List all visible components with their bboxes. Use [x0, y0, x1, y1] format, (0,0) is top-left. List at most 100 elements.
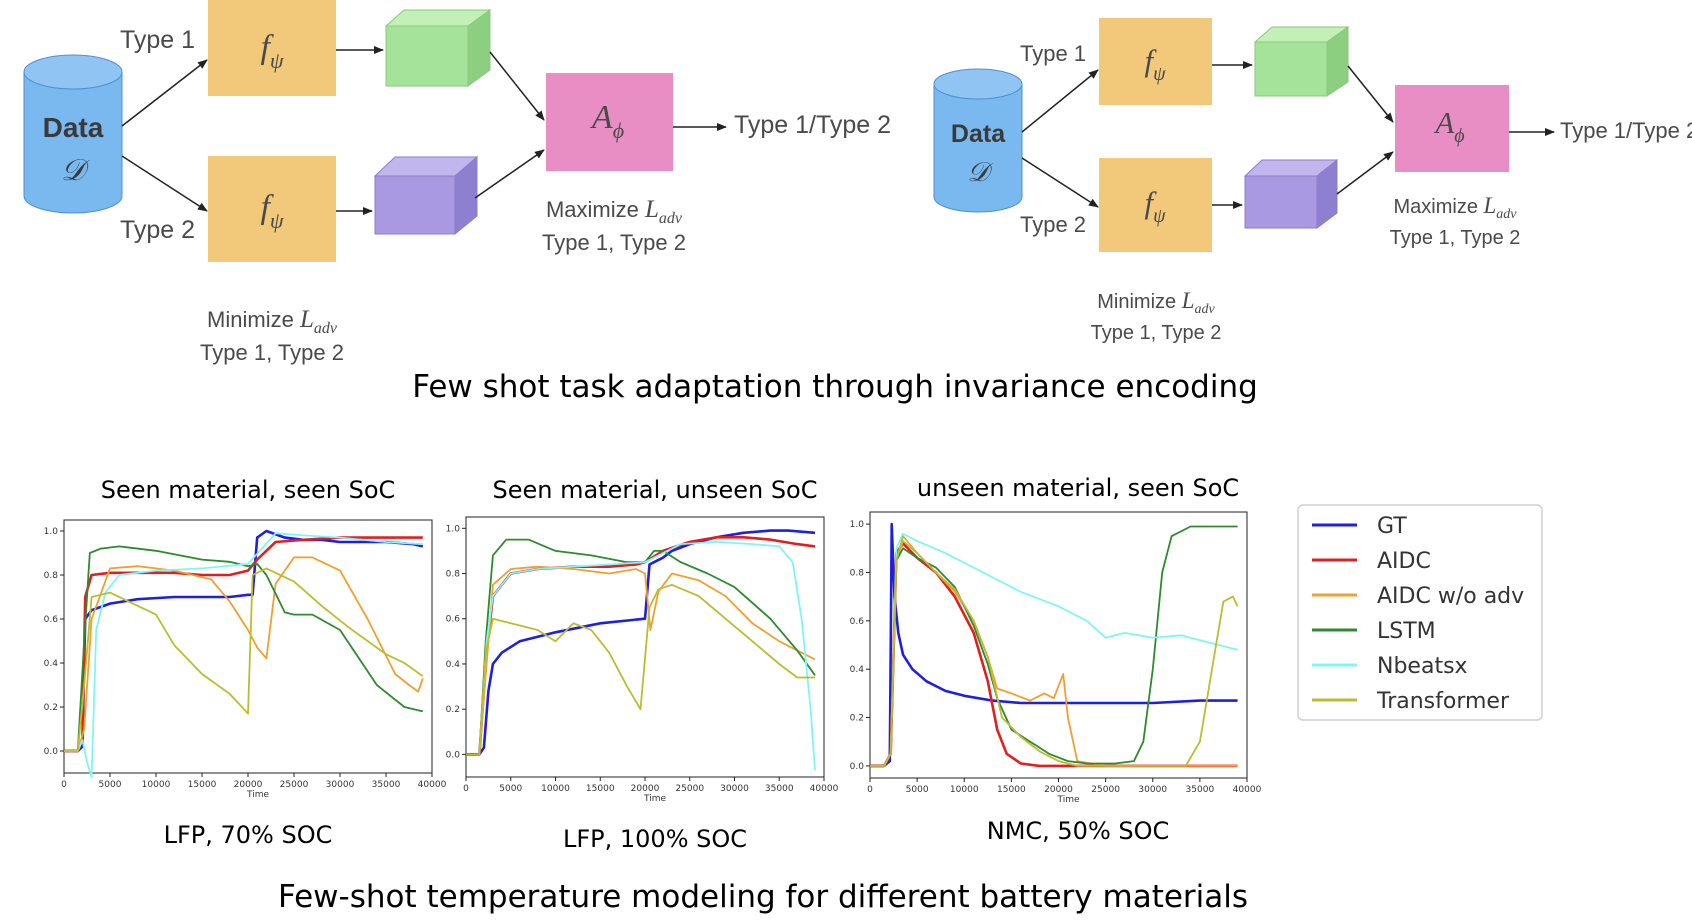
maximize-types: Type 1, Type 2: [1390, 227, 1521, 249]
y-tick-label: 0.4: [44, 659, 59, 669]
series-line-gt: [870, 522, 1238, 768]
arrow-feature1-to-adversary: [1347, 65, 1394, 123]
caption-bottom: Few-shot temperature modeling for differ…: [278, 879, 1248, 915]
y-tick-label: 0.6: [44, 615, 59, 625]
legend-label: Nbeatsx: [1377, 654, 1468, 679]
x-tick-label: 5000: [99, 780, 122, 790]
loss-symbol: L: [1483, 193, 1497, 218]
x-tick-label: 25000: [280, 780, 309, 790]
y-tick-label: 0.2: [850, 714, 864, 724]
data-cylinder: Data 𝒟: [23, 54, 123, 214]
x-tick-label: 30000: [720, 784, 749, 794]
series-line-lstm: [870, 525, 1238, 767]
x-tick-label: 10000: [142, 780, 171, 790]
svg-text:Aϕ: Aϕ: [590, 99, 624, 143]
x-tick-label: 0: [61, 780, 67, 790]
x-tick-label: 20000: [234, 780, 263, 790]
arrow-feature2-to-adversary: [1336, 151, 1394, 195]
x-tick-label: 0: [463, 784, 469, 794]
x-tick-label: 0: [867, 785, 873, 795]
x-tick-label: 5000: [499, 784, 522, 794]
plot-area: [63, 519, 433, 774]
data-cylinder: Data 𝒟: [933, 68, 1023, 213]
y-tick-label: 0.0: [446, 750, 461, 760]
feature-cube-1: [384, 9, 492, 87]
series-line-aidc-w-o-adv: [466, 565, 816, 756]
diagram-right: Data 𝒟 Type 1 Type 2 fψ fψ: [933, 18, 1692, 344]
minimize-label: Minimize: [207, 307, 300, 332]
series-line-nbeatsx: [466, 541, 816, 771]
x-tick-label: 15000: [188, 780, 217, 790]
maximize-types: Type 1, Type 2: [542, 230, 686, 255]
arrow-feature1-to-adversary: [489, 51, 545, 121]
minimize-types: Type 1, Type 2: [1091, 322, 1222, 344]
adversary-subscript: ϕ: [613, 118, 624, 143]
x-tick-label: 35000: [372, 780, 401, 790]
arrow-data-to-encoder1: [1021, 69, 1099, 133]
legend-label: LSTM: [1377, 619, 1436, 644]
chart-1: Seen material, seen SoC LFP, 70% SOC 0 5000…: [44, 476, 447, 849]
x-tick-label: 20000: [631, 784, 660, 794]
x-tick-label: 10000: [541, 784, 570, 794]
type1-label: Type 1: [1020, 41, 1086, 66]
y-tick-label: 0.0: [850, 762, 865, 772]
x-tick-label: 15000: [586, 784, 615, 794]
legend-label: AIDC: [1377, 549, 1431, 574]
series-line-transformer: [466, 583, 815, 756]
minimize-types: Type 1, Type 2: [200, 340, 344, 365]
chart-3: unseen material, seen SoC NMC, 50% SOC 0 50…: [850, 474, 1262, 845]
legend-label: GT: [1377, 514, 1407, 539]
x-axis-label: Time: [643, 794, 666, 804]
y-tick-label: 0.6: [446, 615, 461, 625]
feature-cube-2: [373, 155, 479, 236]
minimize-label: Minimize: [1097, 291, 1181, 313]
loss-subscript: adv: [1496, 207, 1517, 222]
series-line-transformer: [870, 535, 1239, 767]
x-tick-label: 35000: [765, 784, 794, 794]
y-tick-label: 0.2: [44, 703, 58, 713]
maximize-label: Maximize: [1393, 196, 1483, 218]
loss-symbol: L: [644, 196, 659, 223]
x-tick-label: 15000: [997, 785, 1026, 795]
loss-subscript: adv: [1195, 302, 1216, 317]
encoder-subscript: ψ: [1153, 205, 1166, 227]
loss-subscript: adv: [314, 320, 338, 337]
legend-label: Transformer: [1376, 689, 1510, 714]
loss-symbol: L: [1181, 288, 1195, 313]
y-tick-label: 0.4: [446, 660, 461, 670]
x-tick-label: 30000: [1138, 785, 1167, 795]
charts-group: Seen material, seen SoC LFP, 70% SOC 0 5000…: [44, 474, 1262, 853]
encoder-box-1: fψ: [208, 0, 336, 96]
loss-subscript: adv: [659, 210, 683, 227]
svg-text:Maximize Ladv: Maximize Ladv: [546, 196, 683, 227]
arrow-data-to-encoder2: [121, 155, 208, 212]
x-tick-label: 40000: [1233, 785, 1262, 795]
arrow-feature2-to-adversary: [474, 149, 545, 199]
output-label: Type 1/Type 2: [1560, 118, 1692, 143]
chart-2: Seen material, unseen SoC LFP, 100% SOC 0 5…: [446, 476, 839, 853]
chart-title: unseen material, seen SoC: [917, 474, 1239, 502]
x-tick-label: 5000: [906, 785, 929, 795]
y-tick-label: 1.0: [44, 527, 59, 537]
encoder-subscript: ψ: [270, 208, 284, 233]
type2-label: Type 2: [120, 216, 195, 244]
series-line-lstm: [64, 545, 424, 752]
chart-subtitle: LFP, 100% SOC: [563, 825, 747, 853]
type2-label: Type 2: [1020, 212, 1086, 237]
adversary-symbol: A: [1433, 105, 1455, 140]
x-tick-label: 10000: [950, 785, 979, 795]
type1-label: Type 1: [120, 26, 195, 54]
encoder-subscript: ψ: [1153, 63, 1166, 85]
svg-text:Minimize Ladv: Minimize Ladv: [1097, 288, 1215, 317]
y-tick-label: 0.6: [850, 617, 865, 627]
svg-text:Maximize Ladv: Maximize Ladv: [1393, 193, 1517, 222]
data-label: Data: [951, 120, 1006, 148]
x-tick-label: 20000: [1044, 785, 1073, 795]
y-tick-label: 0.8: [446, 570, 461, 580]
loss-symbol: L: [299, 306, 314, 333]
y-tick-label: 0.0: [44, 747, 59, 757]
maximize-label: Maximize: [546, 197, 645, 222]
adversary-box: Aϕ: [546, 73, 673, 171]
arrow-data-to-encoder2: [1021, 157, 1099, 208]
